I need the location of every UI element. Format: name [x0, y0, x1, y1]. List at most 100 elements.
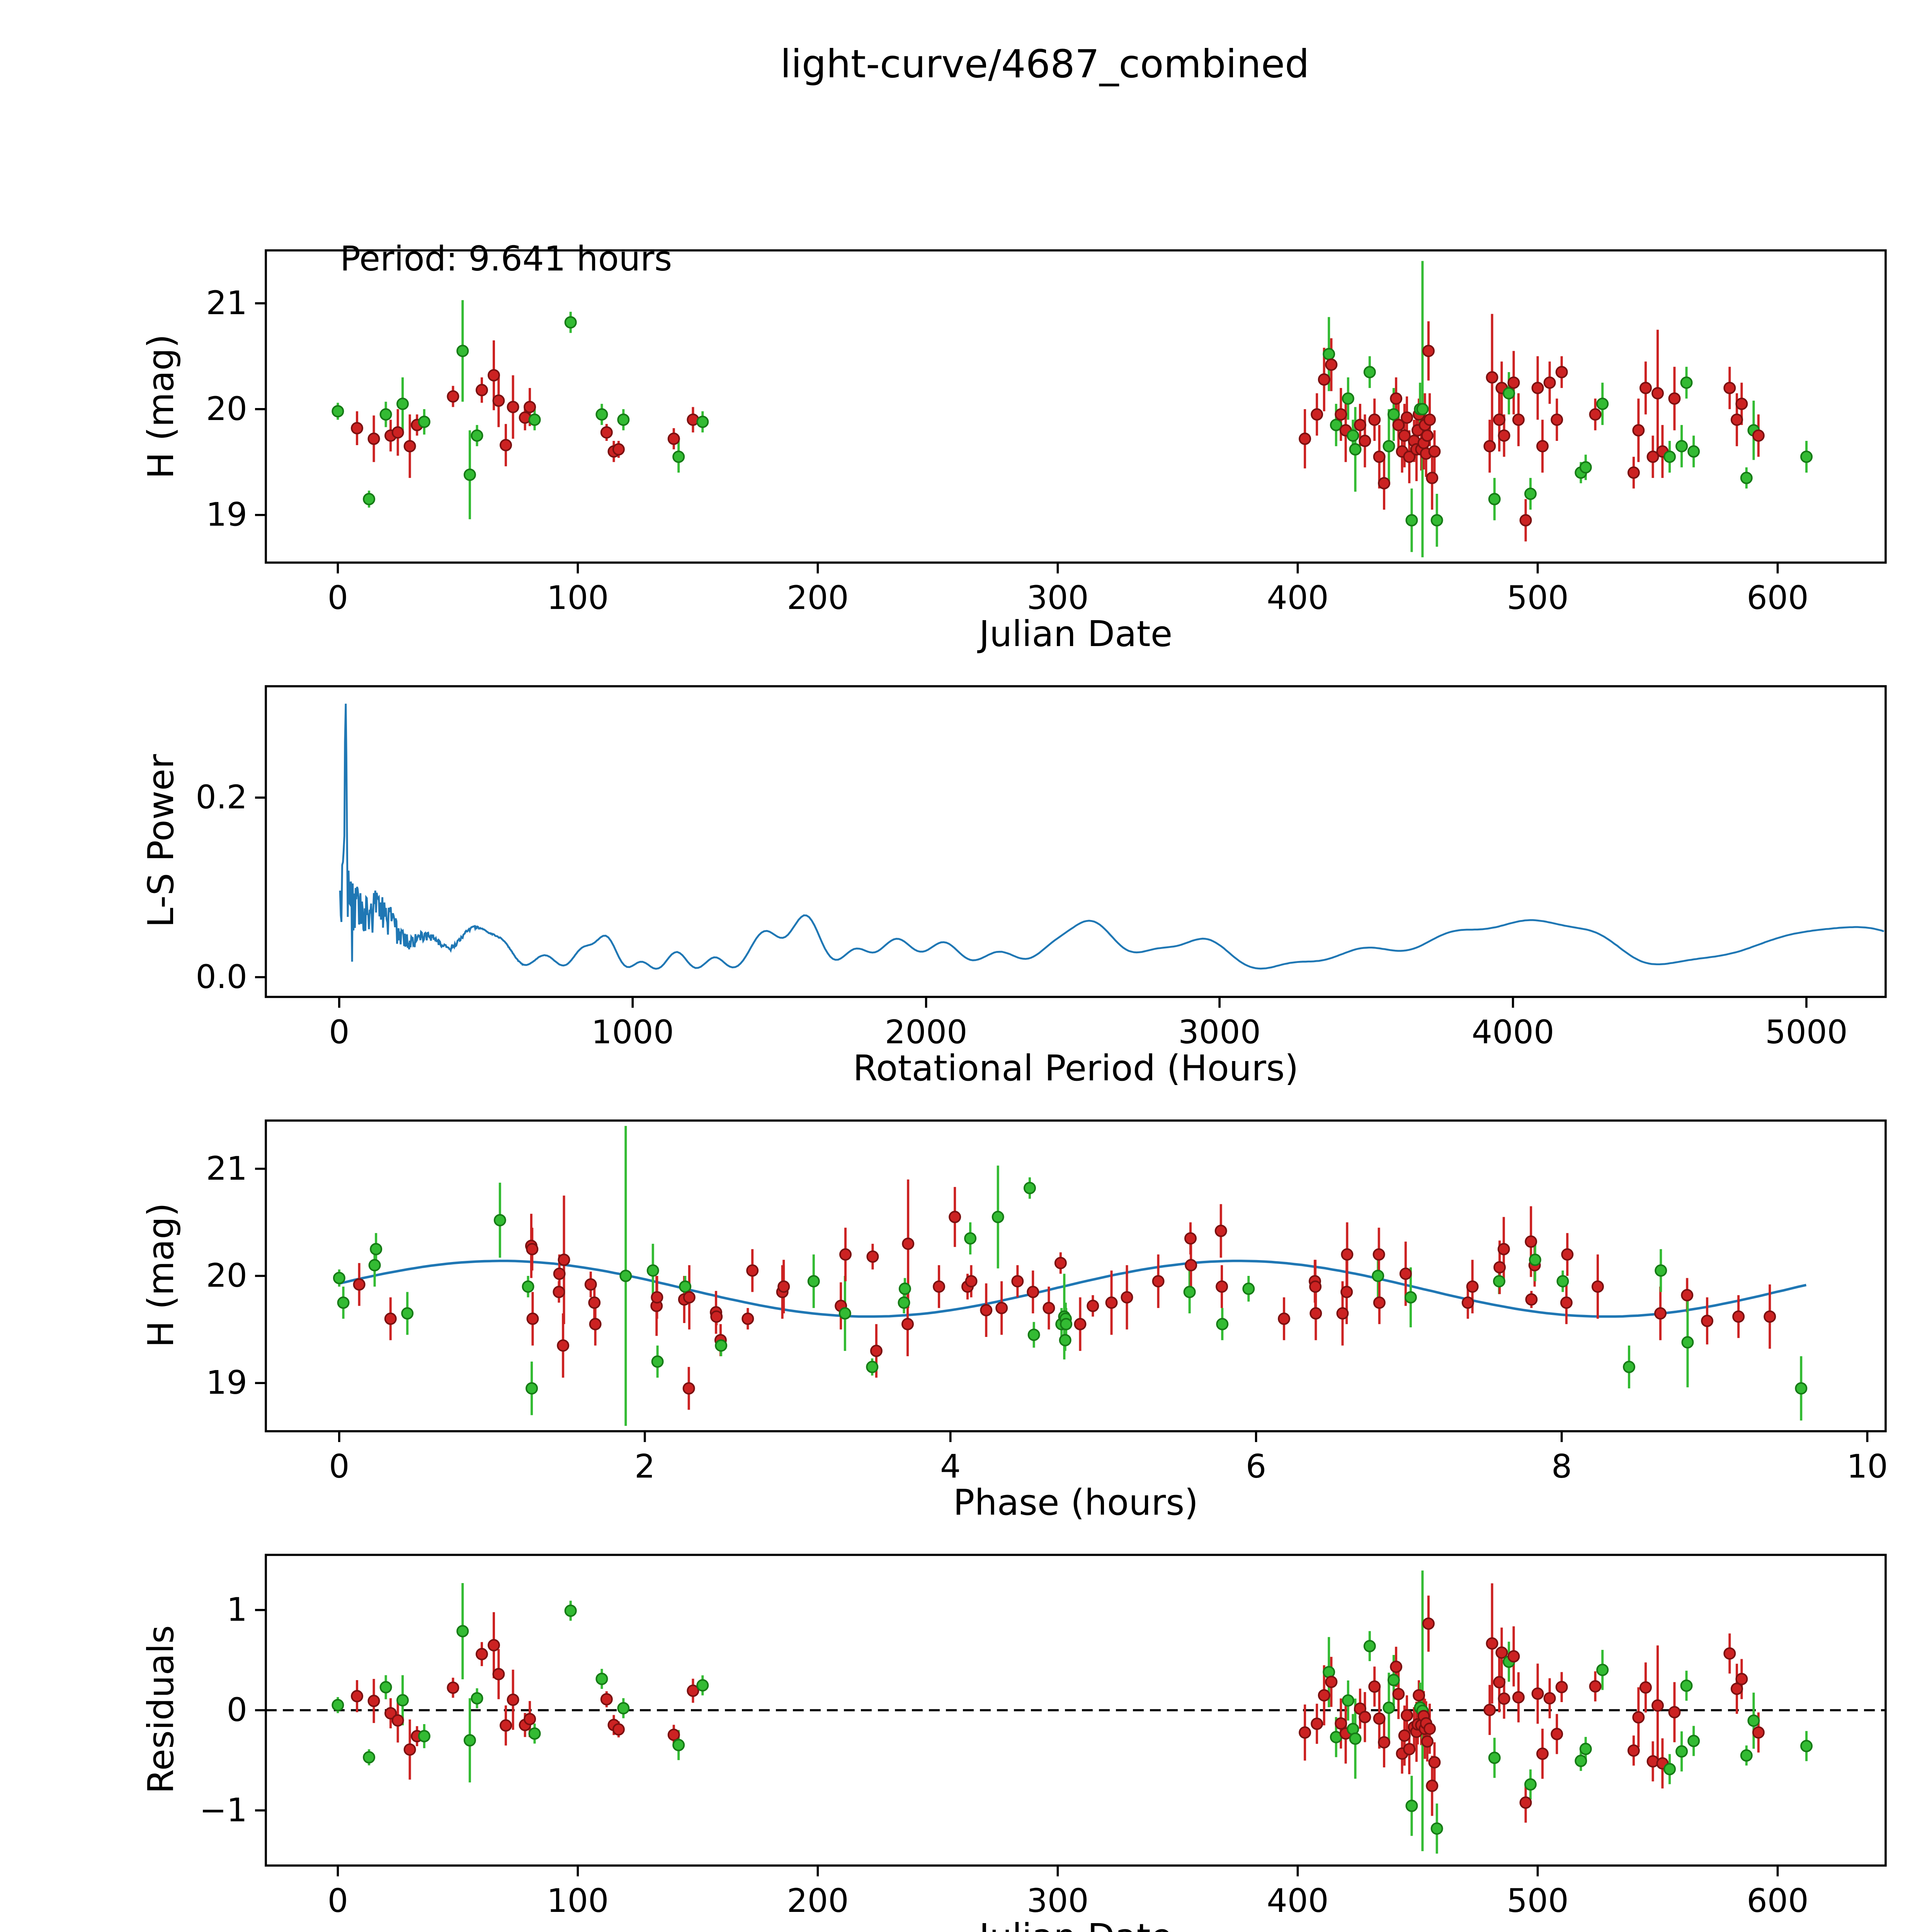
- data-point: [447, 390, 459, 403]
- data-point: [964, 1232, 977, 1245]
- data-point: [992, 1211, 1004, 1223]
- data-point: [1680, 376, 1693, 389]
- data-point: [1318, 1689, 1330, 1702]
- data-point: [1735, 398, 1748, 410]
- x-tick-label: 5000: [1765, 1013, 1848, 1051]
- data-point: [401, 1307, 414, 1320]
- data-point: [1655, 1264, 1667, 1277]
- data-point: [1502, 387, 1515, 400]
- data-point: [1392, 1688, 1405, 1701]
- data-point: [475, 384, 488, 396]
- data-point: [965, 1275, 978, 1287]
- data-point: [1299, 1726, 1311, 1739]
- data-point: [1311, 1718, 1323, 1730]
- data-point: [1392, 418, 1405, 431]
- data-point: [742, 1312, 754, 1325]
- data-point: [1242, 1282, 1255, 1295]
- data-point: [1560, 1296, 1573, 1309]
- data-point: [1383, 440, 1395, 452]
- data-point: [1401, 411, 1413, 424]
- data-point: [1632, 424, 1645, 437]
- data-point: [1740, 471, 1753, 484]
- data-point: [1403, 1743, 1416, 1755]
- x-tick-label: 200: [787, 1882, 849, 1920]
- data-point: [1087, 1299, 1099, 1312]
- data-point: [1493, 1261, 1506, 1274]
- data-point: [1216, 1318, 1229, 1330]
- data-point: [710, 1310, 723, 1323]
- data-point: [696, 415, 709, 428]
- data-point: [1368, 1680, 1381, 1693]
- plot3-xlabel: Phase (hours): [953, 1482, 1198, 1523]
- data-point: [1579, 1743, 1592, 1755]
- data-point: [672, 1739, 685, 1752]
- x-tick-label: 400: [1267, 1882, 1328, 1920]
- data-point: [526, 1243, 539, 1255]
- data-point: [1723, 1647, 1736, 1660]
- y-tick-label: 20: [206, 1257, 247, 1294]
- plot1-ylabel: H (mag): [140, 334, 182, 479]
- data-point: [1740, 1749, 1753, 1762]
- data-point: [370, 1243, 383, 1255]
- data-point: [1416, 403, 1429, 415]
- data-point: [584, 1278, 597, 1291]
- data-point: [564, 1604, 577, 1617]
- data-point: [1390, 392, 1403, 405]
- data-point: [333, 1272, 345, 1284]
- data-point: [1341, 1248, 1354, 1261]
- jd-mag-data: [332, 261, 1813, 558]
- data-point: [1368, 413, 1381, 426]
- data-point: [612, 1723, 625, 1736]
- data-point: [1591, 1280, 1604, 1293]
- data-point: [1555, 1681, 1568, 1694]
- data-point: [1687, 445, 1700, 458]
- x-tick-label: 0: [328, 1882, 348, 1920]
- data-point: [1023, 1182, 1036, 1194]
- x-tick-label: 4: [940, 1447, 961, 1485]
- data-point: [487, 369, 500, 382]
- data-point: [1399, 1267, 1412, 1280]
- data-point: [1525, 1235, 1537, 1248]
- data-point: [526, 1312, 539, 1325]
- phase-mag-panel: 0 2 4 6 8 10 19 20 21: [206, 1119, 1888, 1485]
- data-point: [1421, 429, 1434, 442]
- data-point: [367, 1695, 380, 1708]
- data-point: [363, 1751, 376, 1764]
- data-point: [553, 1267, 566, 1280]
- data-point: [995, 1302, 1008, 1315]
- x-tick-label: 6: [1246, 1447, 1266, 1485]
- data-point: [679, 1280, 692, 1293]
- data-point: [1363, 366, 1376, 378]
- data-point: [1342, 1694, 1354, 1707]
- data-point: [1405, 514, 1418, 527]
- data-point: [1730, 1682, 1743, 1695]
- data-point: [1430, 514, 1443, 527]
- data-point: [1373, 1712, 1386, 1725]
- data-point: [1589, 1680, 1602, 1693]
- data-point: [1335, 408, 1347, 421]
- data-point: [612, 443, 625, 456]
- data-point: [1524, 1778, 1537, 1791]
- data-point: [350, 1690, 363, 1702]
- data-point: [807, 1275, 820, 1287]
- data-point: [1732, 1310, 1745, 1323]
- data-point: [1461, 1296, 1474, 1309]
- data-point: [1372, 1270, 1384, 1282]
- data-point: [1668, 392, 1681, 405]
- data-point: [1011, 1275, 1024, 1287]
- data-point: [1405, 1799, 1418, 1812]
- data-point: [379, 1681, 392, 1694]
- data-point: [1027, 1286, 1039, 1298]
- data-point: [1800, 451, 1813, 463]
- data-point: [1336, 1307, 1349, 1320]
- y-tick-label: 0.2: [196, 778, 247, 816]
- data-point: [1735, 1673, 1748, 1685]
- data-point: [1325, 358, 1338, 371]
- data-point: [1152, 1275, 1165, 1287]
- data-point: [1422, 1617, 1435, 1630]
- data-point: [1493, 413, 1506, 426]
- data-point: [651, 1291, 663, 1304]
- data-point: [1387, 408, 1400, 421]
- data-point: [600, 426, 613, 439]
